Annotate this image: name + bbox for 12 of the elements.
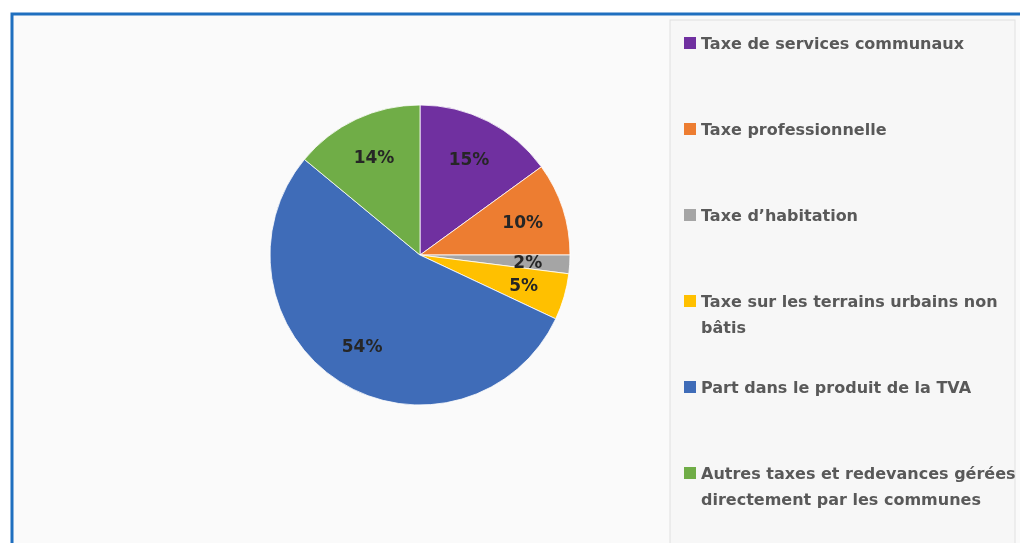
data-label: 5% (509, 275, 539, 296)
legend-label: Part dans le produit de la TVA (701, 377, 972, 397)
data-label: 15% (448, 148, 490, 169)
data-label: 54% (341, 336, 383, 357)
legend-label: Taxe d’habitation (701, 205, 859, 225)
data-label: 14% (353, 147, 395, 168)
legend-label: Taxe de services communaux (701, 33, 965, 53)
legend-label: Taxe sur les terrains urbains non bâtis (701, 291, 998, 337)
data-label: 10% (502, 211, 544, 232)
data-label: 2% (513, 251, 543, 272)
legend-label: Taxe professionnelle (701, 119, 887, 139)
legend-label: Autres taxes et redevances gérées directement par les communes (701, 463, 1016, 509)
